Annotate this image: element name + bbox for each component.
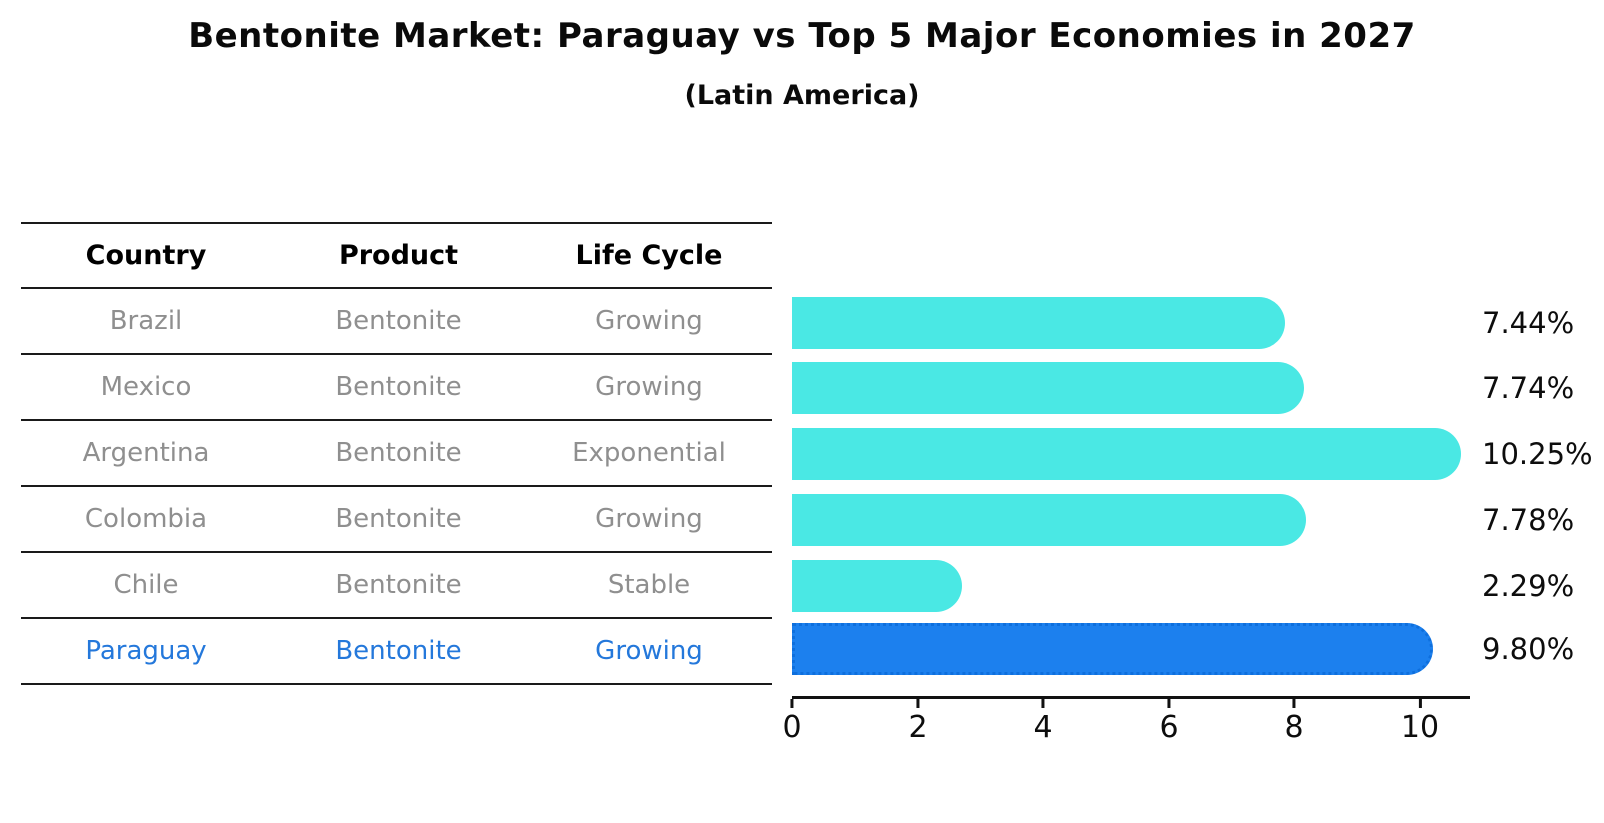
value-label-brazil: 7.44% bbox=[1482, 306, 1575, 340]
x-tick-10: 10 bbox=[1401, 699, 1439, 745]
tick-mark bbox=[790, 699, 794, 708]
table-row-paraguay: Paraguay Bentonite Growing bbox=[21, 617, 772, 683]
country-info-table: Country Product Life Cycle Brazil Benton… bbox=[21, 222, 772, 685]
value-label-paraguay: 9.80% bbox=[1482, 632, 1575, 666]
cell-product: Bentonite bbox=[335, 438, 462, 468]
x-axis-line bbox=[792, 696, 1470, 699]
cell-lifecycle: Growing bbox=[595, 306, 703, 336]
chart-subtitle: (Latin America) bbox=[684, 80, 920, 111]
table-row-mexico: Mexico Bentonite Growing bbox=[21, 353, 772, 419]
bar-plot: 0 2 4 6 8 10 bbox=[782, 0, 1470, 823]
tick-mark bbox=[1041, 699, 1045, 708]
cell-product: Bentonite bbox=[335, 570, 462, 600]
table-row-argentina: Argentina Bentonite Exponential bbox=[21, 419, 772, 485]
table-row-chile: Chile Bentonite Stable bbox=[21, 551, 772, 617]
x-tick-6: 6 bbox=[1159, 699, 1179, 745]
tick-mark bbox=[1418, 699, 1422, 708]
bar-colombia bbox=[792, 494, 1306, 546]
cell-country: Mexico bbox=[100, 372, 192, 402]
value-label-chile: 2.29% bbox=[1482, 569, 1575, 603]
bar-mexico bbox=[792, 362, 1304, 414]
chart-title: Bentonite Market: Paraguay vs Top 5 Majo… bbox=[188, 16, 1416, 56]
cell-lifecycle: Stable bbox=[607, 570, 691, 600]
x-tick-4: 4 bbox=[1033, 699, 1053, 745]
x-tick-8: 8 bbox=[1284, 699, 1304, 745]
value-label-mexico: 7.74% bbox=[1482, 371, 1575, 405]
table-row-brazil: Brazil Bentonite Growing bbox=[21, 287, 772, 353]
cell-lifecycle: Growing bbox=[595, 372, 703, 402]
cell-product: Bentonite bbox=[335, 504, 462, 534]
tick-label: 10 bbox=[1400, 710, 1440, 745]
cell-country: Brazil bbox=[109, 306, 183, 336]
tick-mark bbox=[1167, 699, 1171, 708]
cell-product: Bentonite bbox=[335, 372, 462, 402]
cell-country: Colombia bbox=[84, 504, 208, 534]
tick-label: 8 bbox=[1284, 710, 1304, 745]
column-header-country: Country bbox=[85, 240, 207, 271]
cell-lifecycle: Exponential bbox=[572, 438, 726, 468]
table-header-row: Country Product Life Cycle bbox=[21, 222, 772, 287]
table-row-colombia: Colombia Bentonite Growing bbox=[21, 485, 772, 551]
cell-country: Chile bbox=[113, 570, 179, 600]
bar-brazil bbox=[792, 297, 1285, 349]
bar-argentina bbox=[792, 428, 1461, 480]
tick-label: 0 bbox=[782, 710, 802, 745]
cell-lifecycle: Growing bbox=[595, 636, 703, 666]
tick-label: 6 bbox=[1159, 710, 1179, 745]
cell-lifecycle: Growing bbox=[595, 504, 703, 534]
bar-chile bbox=[792, 560, 962, 612]
x-tick-0: 0 bbox=[782, 699, 802, 745]
value-label-argentina: 10.25% bbox=[1482, 437, 1593, 471]
cell-country: Paraguay bbox=[85, 636, 207, 666]
cell-product: Bentonite bbox=[335, 636, 462, 666]
column-header-product: Product bbox=[338, 240, 459, 271]
cell-country: Argentina bbox=[82, 438, 210, 468]
value-label-colombia: 7.78% bbox=[1482, 503, 1575, 537]
cell-product: Bentonite bbox=[335, 306, 462, 336]
tick-label: 2 bbox=[908, 710, 928, 745]
column-header-lifecycle: Life Cycle bbox=[575, 240, 723, 271]
tick-mark bbox=[916, 699, 920, 708]
tick-mark bbox=[1292, 699, 1296, 708]
x-tick-2: 2 bbox=[908, 699, 928, 745]
tick-label: 4 bbox=[1033, 710, 1053, 745]
bar-paraguay bbox=[792, 623, 1433, 675]
